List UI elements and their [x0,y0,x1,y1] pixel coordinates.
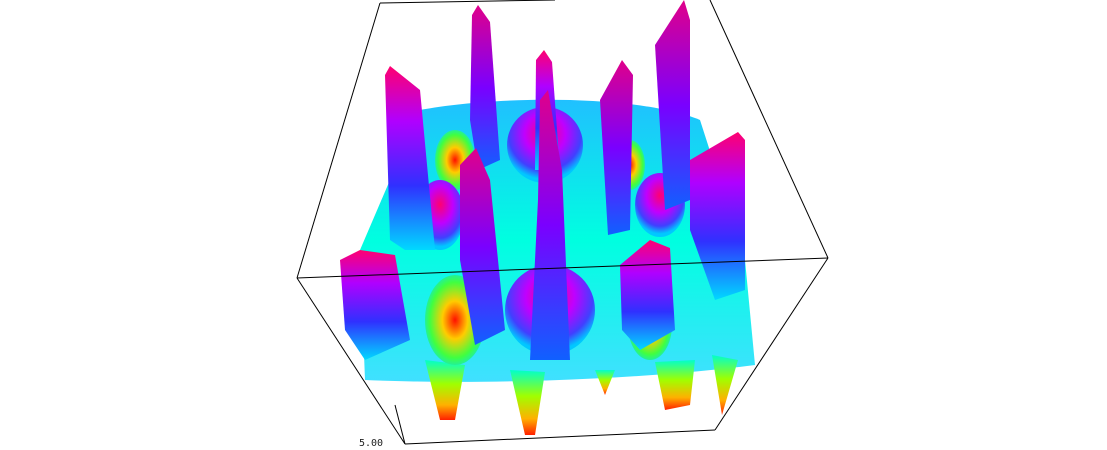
box-edge [394,404,406,445]
box-edge [404,429,716,445]
spike [690,132,745,300]
trough [655,360,695,410]
surface-troughs [425,355,738,435]
axis-tick-label: 5.00 [359,438,384,449]
spike [655,0,690,210]
bounding-box-front-edges [296,2,829,445]
box-edge [296,2,381,279]
box-edge [709,0,829,259]
trough [595,370,615,395]
spike [600,60,633,235]
spike [385,66,435,250]
spike [620,240,675,350]
spike [470,5,500,170]
spike [460,148,505,345]
trough [510,370,545,435]
trough [712,355,738,415]
spike [530,90,570,360]
surface-spikes [340,0,745,360]
bounding-box-back-edges [379,0,829,259]
box-edge [296,277,406,445]
spike [340,250,410,360]
box-edge [714,257,829,431]
trough [425,360,465,420]
box-edge [379,0,556,4]
box-edge [296,257,829,279]
